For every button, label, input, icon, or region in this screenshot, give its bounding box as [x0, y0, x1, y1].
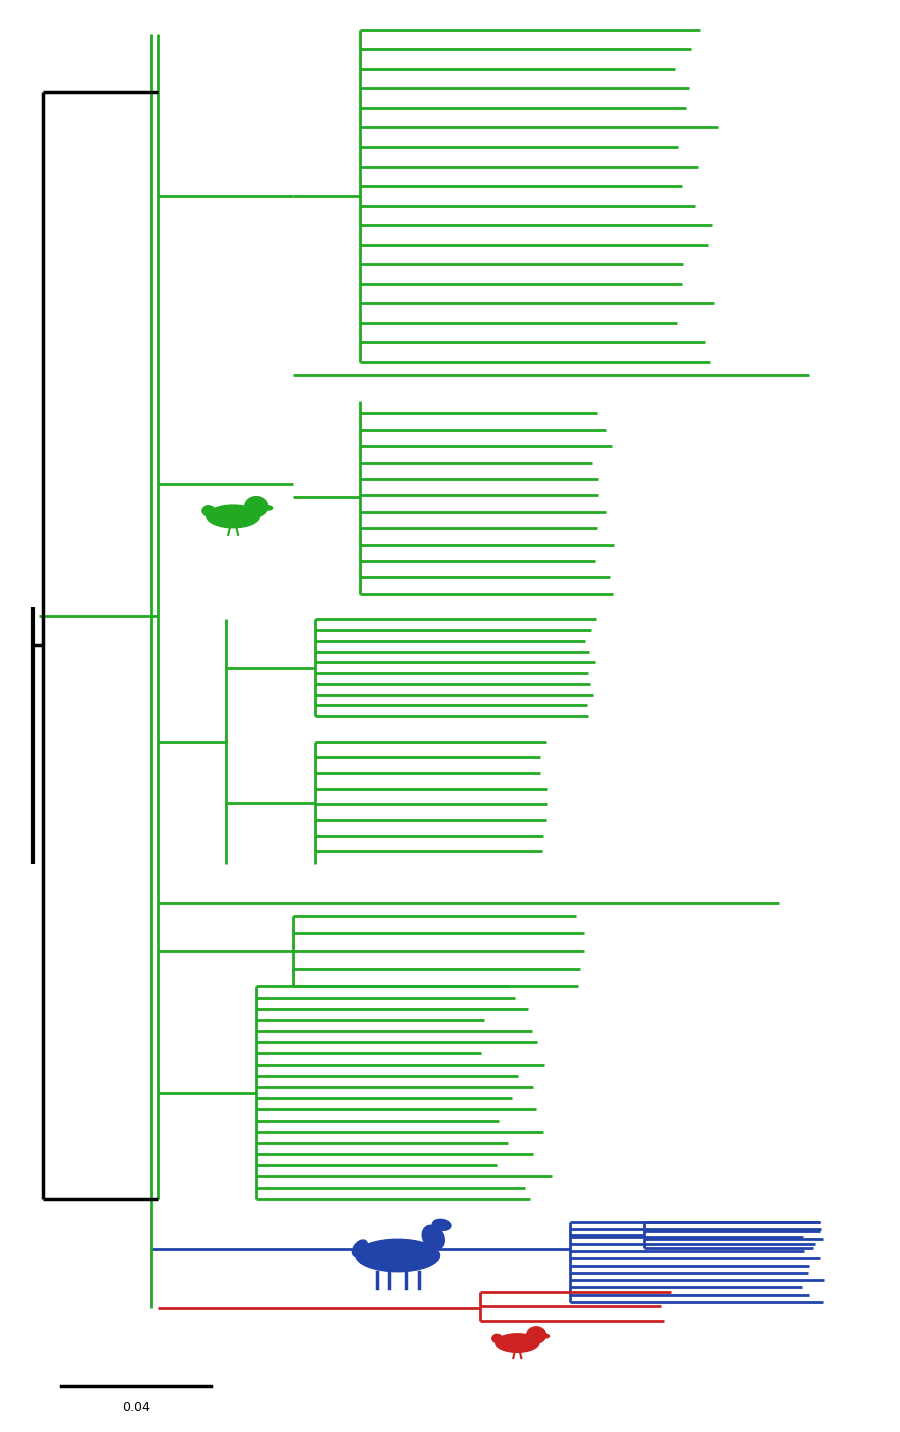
Ellipse shape	[202, 505, 215, 516]
Text: 0.04: 0.04	[122, 1400, 150, 1413]
Ellipse shape	[356, 1239, 439, 1272]
Ellipse shape	[207, 505, 259, 528]
Ellipse shape	[491, 1335, 502, 1342]
Ellipse shape	[422, 1226, 445, 1250]
Ellipse shape	[432, 1219, 451, 1230]
Circle shape	[245, 497, 267, 517]
Ellipse shape	[263, 505, 273, 510]
Ellipse shape	[353, 1240, 367, 1256]
Ellipse shape	[496, 1333, 539, 1352]
Ellipse shape	[542, 1335, 550, 1337]
Circle shape	[526, 1327, 545, 1343]
